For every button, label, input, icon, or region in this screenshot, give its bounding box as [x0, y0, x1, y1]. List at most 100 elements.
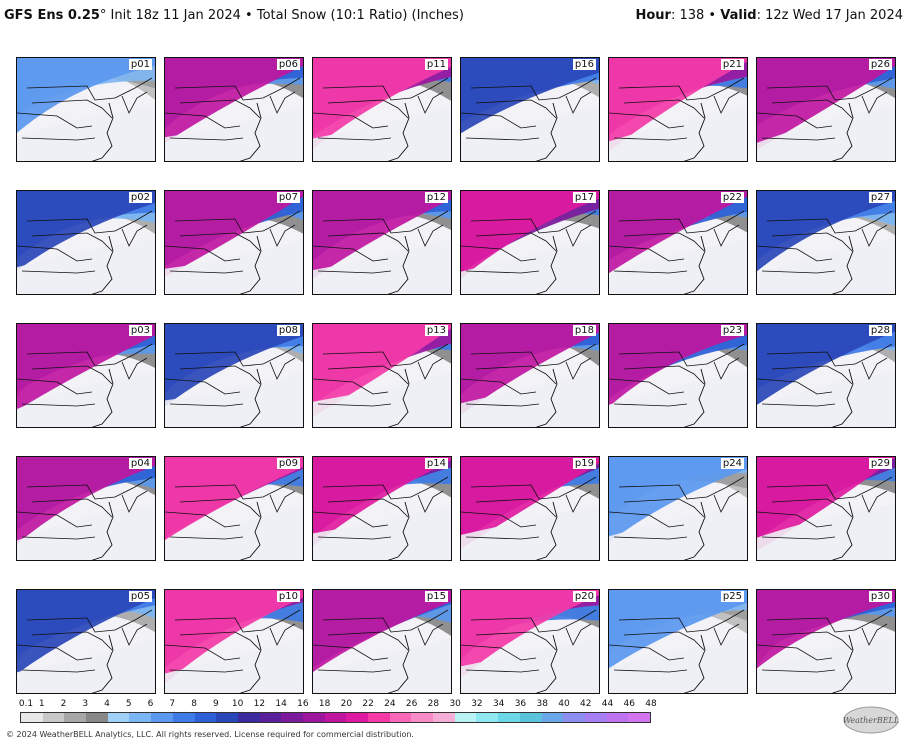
ensemble-member-panel: p09: [164, 456, 304, 561]
colorbar-swatch: [194, 713, 217, 722]
ensemble-member-panel: p19: [460, 456, 600, 561]
colorbar-swatch: [129, 713, 152, 722]
member-label: p05: [128, 591, 152, 602]
ensemble-member-panel: p27: [756, 190, 896, 295]
colorbar-tick-label: 1: [38, 699, 45, 709]
ensemble-member-panel: p26: [756, 57, 896, 162]
colorbar-swatch: [541, 713, 564, 722]
colorbar-swatch: [454, 713, 477, 722]
colorbar-swatch: [281, 713, 303, 722]
ensemble-member-panel: p01: [16, 57, 156, 162]
ensemble-member-panel: p30: [756, 589, 896, 694]
colorbar-swatch: [302, 713, 325, 722]
colorbar-tick-label: 22: [362, 699, 374, 709]
colorbar-swatch: [433, 713, 455, 722]
colorbar-tick-label: 26: [405, 699, 418, 709]
colorbar-swatch: [21, 713, 43, 722]
colorbar-swatch: [259, 713, 282, 722]
ensemble-member-panel: p07: [164, 190, 304, 295]
ensemble-member-panel: p25: [608, 589, 748, 694]
colorbar-tick-label: 34: [492, 699, 505, 709]
ensemble-member-panel: p14: [312, 456, 452, 561]
colorbar-swatch: [563, 713, 585, 722]
ensemble-member-panel: p03: [16, 323, 156, 428]
colorbar-tick-label: 4: [104, 699, 110, 709]
colorbar-tick-label: 9: [212, 699, 219, 709]
colorbar-tick-label: 0.1: [18, 699, 34, 709]
member-label: p20: [572, 591, 596, 602]
member-label: p27: [868, 192, 892, 203]
member-label: p08: [276, 325, 300, 336]
colorbar-tick-label: 14: [275, 699, 287, 709]
chart-title: GFS Ens 0.25° Init 18z 11 Jan 2024 • Tot…: [4, 8, 464, 23]
member-label: p29: [868, 458, 892, 469]
product-name: Total Snow (10:1 Ratio) (Inches): [256, 8, 464, 23]
member-label: p06: [276, 59, 300, 70]
ensemble-member-panel: p16: [460, 57, 600, 162]
colorbar-tick-label: 18: [318, 699, 331, 709]
member-label: p17: [572, 192, 596, 203]
colorbar-tick-label: 24: [384, 699, 396, 709]
ensemble-member-panel: p18: [460, 323, 600, 428]
valid-separator: •: [704, 8, 721, 23]
colorbar-swatch: [606, 713, 629, 722]
colorbar-swatch: [237, 713, 260, 722]
member-label: p13: [424, 325, 448, 336]
member-label: p28: [868, 325, 892, 336]
ensemble-member-panel: p28: [756, 323, 896, 428]
colorbar-tick-label: 36: [514, 699, 527, 709]
colorbar: [20, 712, 651, 723]
colorbar-tick-label: 30: [449, 699, 461, 709]
colorbar-swatch: [324, 713, 347, 722]
colorbar-tick-label: 12: [253, 699, 266, 709]
colorbar-tick-label: 6: [147, 699, 154, 709]
colorbar-tick-label: 42: [579, 699, 592, 709]
ensemble-member-panel: p29: [756, 456, 896, 561]
colorbar-swatch: [628, 713, 650, 722]
member-label: p15: [424, 591, 448, 602]
member-label: p11: [424, 59, 448, 70]
colorbar-labels: 0.1 1 2 3 4 5 6 7 8 9 10 12 14 16 18 20 22 24 26 28 30 32 34 36…: [18, 699, 660, 711]
colorbar-swatch: [584, 713, 607, 722]
member-label: p02: [128, 192, 152, 203]
colorbar-swatch: [519, 713, 542, 722]
ensemble-member-panel: p10: [164, 589, 304, 694]
member-label: p04: [128, 458, 152, 469]
colorbar-tick-label: 46: [623, 699, 635, 709]
colorbar-swatch: [346, 713, 368, 722]
init-time: Init 18z 11 Jan 2024: [106, 8, 241, 23]
ensemble-member-panel: p13: [312, 323, 452, 428]
member-label: p01: [128, 59, 152, 70]
degree-symbol: °: [99, 8, 107, 23]
colorbar-tick-label: 28: [427, 699, 440, 709]
member-label: p30: [868, 591, 892, 602]
colorbar-swatch: [64, 713, 87, 722]
model-name: GFS Ens 0.25: [4, 8, 100, 23]
ensemble-member-panel: p05: [16, 589, 156, 694]
member-label: p19: [572, 458, 596, 469]
colorbar-swatch: [498, 713, 520, 722]
member-label: p14: [424, 458, 448, 469]
ensemble-member-panel: p15: [312, 589, 452, 694]
ensemble-member-panel: p20: [460, 589, 600, 694]
member-label: p07: [276, 192, 300, 203]
colorbar-tick-label: 44: [601, 699, 614, 709]
colorbar-tick-label: 20: [340, 699, 353, 709]
ensemble-member-panel: p17: [460, 190, 600, 295]
colorbar-tick-label: 40: [558, 699, 570, 709]
valid-time-info: Hour: 138 • Valid: 12z Wed 17 Jan 2024: [635, 8, 903, 23]
colorbar-tick-label: 10: [231, 699, 244, 709]
member-label: p10: [276, 591, 300, 602]
colorbar-swatch: [42, 713, 65, 722]
colorbar-swatch: [389, 713, 412, 722]
colorbar-swatch: [476, 713, 499, 722]
member-label: p21: [720, 59, 744, 70]
valid-label: Valid: [720, 8, 757, 23]
colorbar-swatch: [172, 713, 195, 722]
hour-label: Hour: [635, 8, 671, 23]
colorbar-tick-label: 2: [60, 699, 67, 709]
colorbar-swatch: [107, 713, 130, 722]
copyright-footer: © 2024 WeatherBELL Analytics, LLC. All r…: [6, 730, 414, 739]
member-label: p24: [720, 458, 744, 469]
ensemble-member-panel: p24: [608, 456, 748, 561]
